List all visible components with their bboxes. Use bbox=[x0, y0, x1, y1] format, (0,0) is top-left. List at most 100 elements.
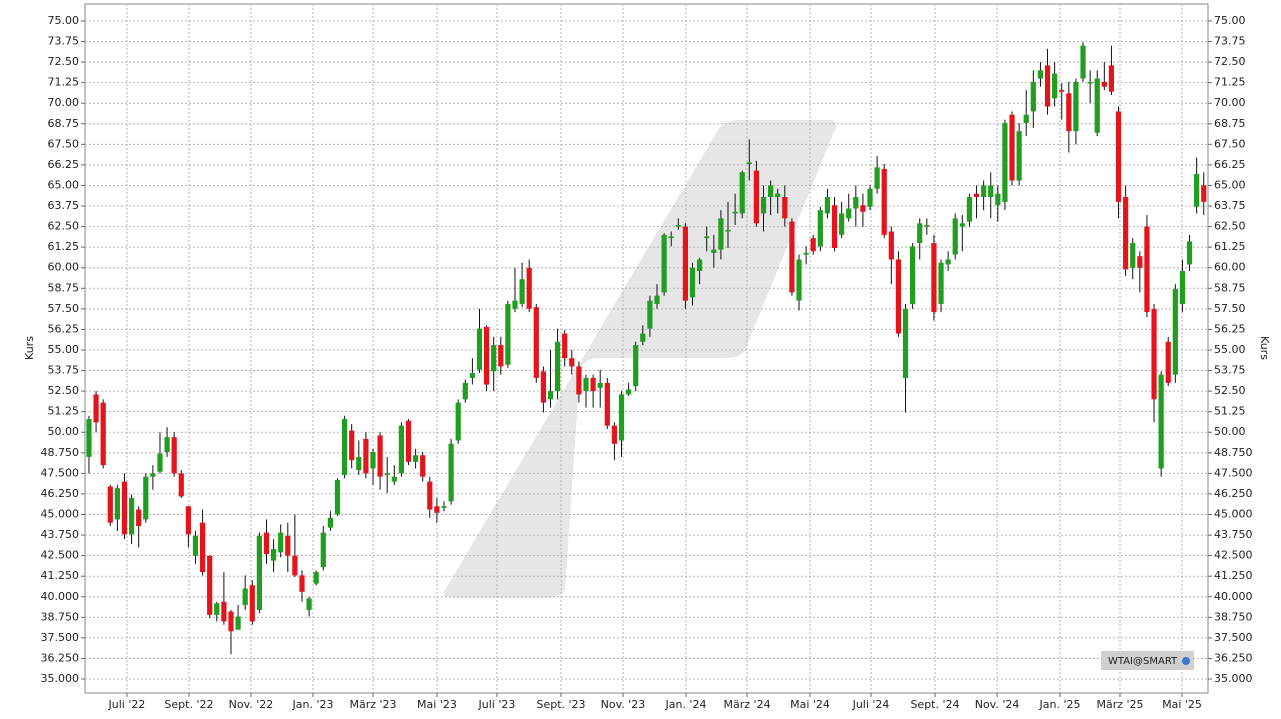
candle-body bbox=[874, 167, 880, 189]
candle-body bbox=[931, 243, 937, 313]
candle-body bbox=[107, 486, 113, 523]
y-tick-label: 61.25 bbox=[48, 240, 80, 253]
candle-body bbox=[924, 224, 930, 227]
candle-body bbox=[157, 453, 163, 472]
candle-body bbox=[341, 419, 348, 476]
candle-body bbox=[718, 218, 724, 250]
candle-body bbox=[228, 611, 234, 632]
candle-body bbox=[860, 205, 866, 212]
candle-body bbox=[753, 170, 760, 224]
candle-body bbox=[164, 437, 170, 452]
y-tick-label-right: 42.500 bbox=[1214, 549, 1253, 562]
candle-body bbox=[1151, 308, 1157, 400]
candle-body bbox=[263, 532, 270, 554]
candle-body bbox=[867, 188, 873, 207]
candle-body bbox=[540, 371, 547, 403]
x-tick-label: Jan. '24 bbox=[664, 698, 706, 711]
candle-body bbox=[562, 333, 568, 359]
candle-body bbox=[377, 435, 383, 477]
candle-body bbox=[256, 535, 262, 610]
candle-body bbox=[782, 196, 788, 219]
candle-body bbox=[235, 616, 241, 630]
candle-body bbox=[533, 307, 539, 378]
candle-body bbox=[412, 455, 419, 462]
candle-body bbox=[1165, 341, 1171, 383]
candle-body bbox=[952, 218, 958, 255]
y-tick-label-right: 67.50 bbox=[1214, 137, 1246, 150]
candle-body bbox=[888, 231, 894, 260]
x-tick-label: März '24 bbox=[724, 698, 771, 711]
y-tick-label: 51.25 bbox=[48, 405, 80, 418]
candle-body bbox=[704, 236, 710, 239]
candle-body bbox=[1194, 173, 1200, 207]
candle-body bbox=[1080, 45, 1086, 79]
y-tick-label: 53.75 bbox=[48, 364, 80, 377]
y-tick-label: 43.750 bbox=[41, 528, 80, 541]
y-tick-label-right: 47.500 bbox=[1214, 466, 1253, 479]
candle-body bbox=[1108, 65, 1115, 92]
x-tick-label: März '25 bbox=[1097, 698, 1144, 711]
candle-body bbox=[1144, 226, 1150, 313]
candle-body bbox=[626, 389, 632, 395]
x-tick-label: Juli '22 bbox=[108, 698, 146, 711]
candle-body bbox=[796, 259, 802, 301]
candle-body bbox=[121, 481, 128, 535]
y-tick-label: 57.50 bbox=[48, 302, 80, 315]
y-tick-label-right: 75.00 bbox=[1214, 14, 1246, 27]
x-tick-label: Sept. '23 bbox=[536, 698, 585, 711]
candle-body bbox=[661, 234, 667, 293]
candle-body bbox=[114, 488, 120, 520]
x-tick-label: Nov. '22 bbox=[229, 698, 274, 711]
y-tick-label-right: 55.00 bbox=[1214, 343, 1246, 356]
candle-body bbox=[640, 333, 646, 342]
candle-body bbox=[760, 196, 767, 214]
y-tick-label: 72.50 bbox=[48, 55, 80, 68]
candle-body bbox=[682, 226, 689, 301]
y-tick-label-right: 48.750 bbox=[1214, 446, 1253, 459]
candle-body bbox=[846, 208, 852, 219]
y-tick-label-right: 65.00 bbox=[1214, 178, 1246, 191]
candle-body bbox=[299, 575, 305, 592]
y-tick-label-right: 53.75 bbox=[1214, 364, 1246, 377]
y-tick-label-right: 45.000 bbox=[1214, 507, 1253, 520]
candle-body bbox=[1172, 289, 1178, 375]
y-tick-label-right: 56.25 bbox=[1214, 322, 1246, 335]
candle-body bbox=[1094, 78, 1100, 133]
x-tick-label: Sept. '24 bbox=[910, 698, 959, 711]
candle-body bbox=[853, 196, 859, 209]
candle-body bbox=[405, 420, 412, 462]
y-tick-label-right: 60.00 bbox=[1214, 261, 1246, 274]
instrument-label: WTAI@SMART bbox=[1108, 656, 1178, 667]
candle-body bbox=[604, 382, 610, 426]
candle-body bbox=[1009, 114, 1015, 181]
y-tick-label: 58.75 bbox=[48, 281, 80, 294]
candle-body bbox=[597, 382, 603, 388]
candle-body bbox=[278, 532, 284, 553]
candle-body bbox=[1002, 122, 1008, 202]
candle-body bbox=[199, 522, 206, 573]
y-tick-label: 41.250 bbox=[41, 569, 80, 582]
candle-body bbox=[334, 479, 341, 515]
y-tick-label-right: 63.75 bbox=[1214, 199, 1246, 212]
candle-body bbox=[1123, 196, 1129, 270]
candle-body bbox=[483, 326, 490, 385]
candle-body bbox=[285, 535, 291, 556]
y-axis-title: Kurs bbox=[23, 336, 36, 360]
candle-body bbox=[803, 252, 809, 255]
y-tick-label: 60.00 bbox=[48, 261, 80, 274]
candle-body bbox=[981, 185, 987, 197]
candle-body bbox=[398, 425, 404, 474]
candle-body bbox=[910, 246, 916, 304]
candle-body bbox=[1186, 241, 1193, 265]
y-tick-label: 63.75 bbox=[48, 199, 80, 212]
y-tick-label: 42.500 bbox=[41, 549, 80, 562]
x-tick-label: Nov. '23 bbox=[601, 698, 646, 711]
candle-body bbox=[732, 211, 738, 214]
x-tick-label: Jan. '25 bbox=[1039, 698, 1081, 711]
candle-body bbox=[1052, 73, 1058, 99]
candle-body bbox=[583, 377, 589, 392]
y-tick-label: 37.500 bbox=[41, 631, 80, 644]
y-tick-label: 65.00 bbox=[48, 178, 80, 191]
candle-body bbox=[973, 193, 980, 197]
candle-body bbox=[1115, 111, 1122, 202]
